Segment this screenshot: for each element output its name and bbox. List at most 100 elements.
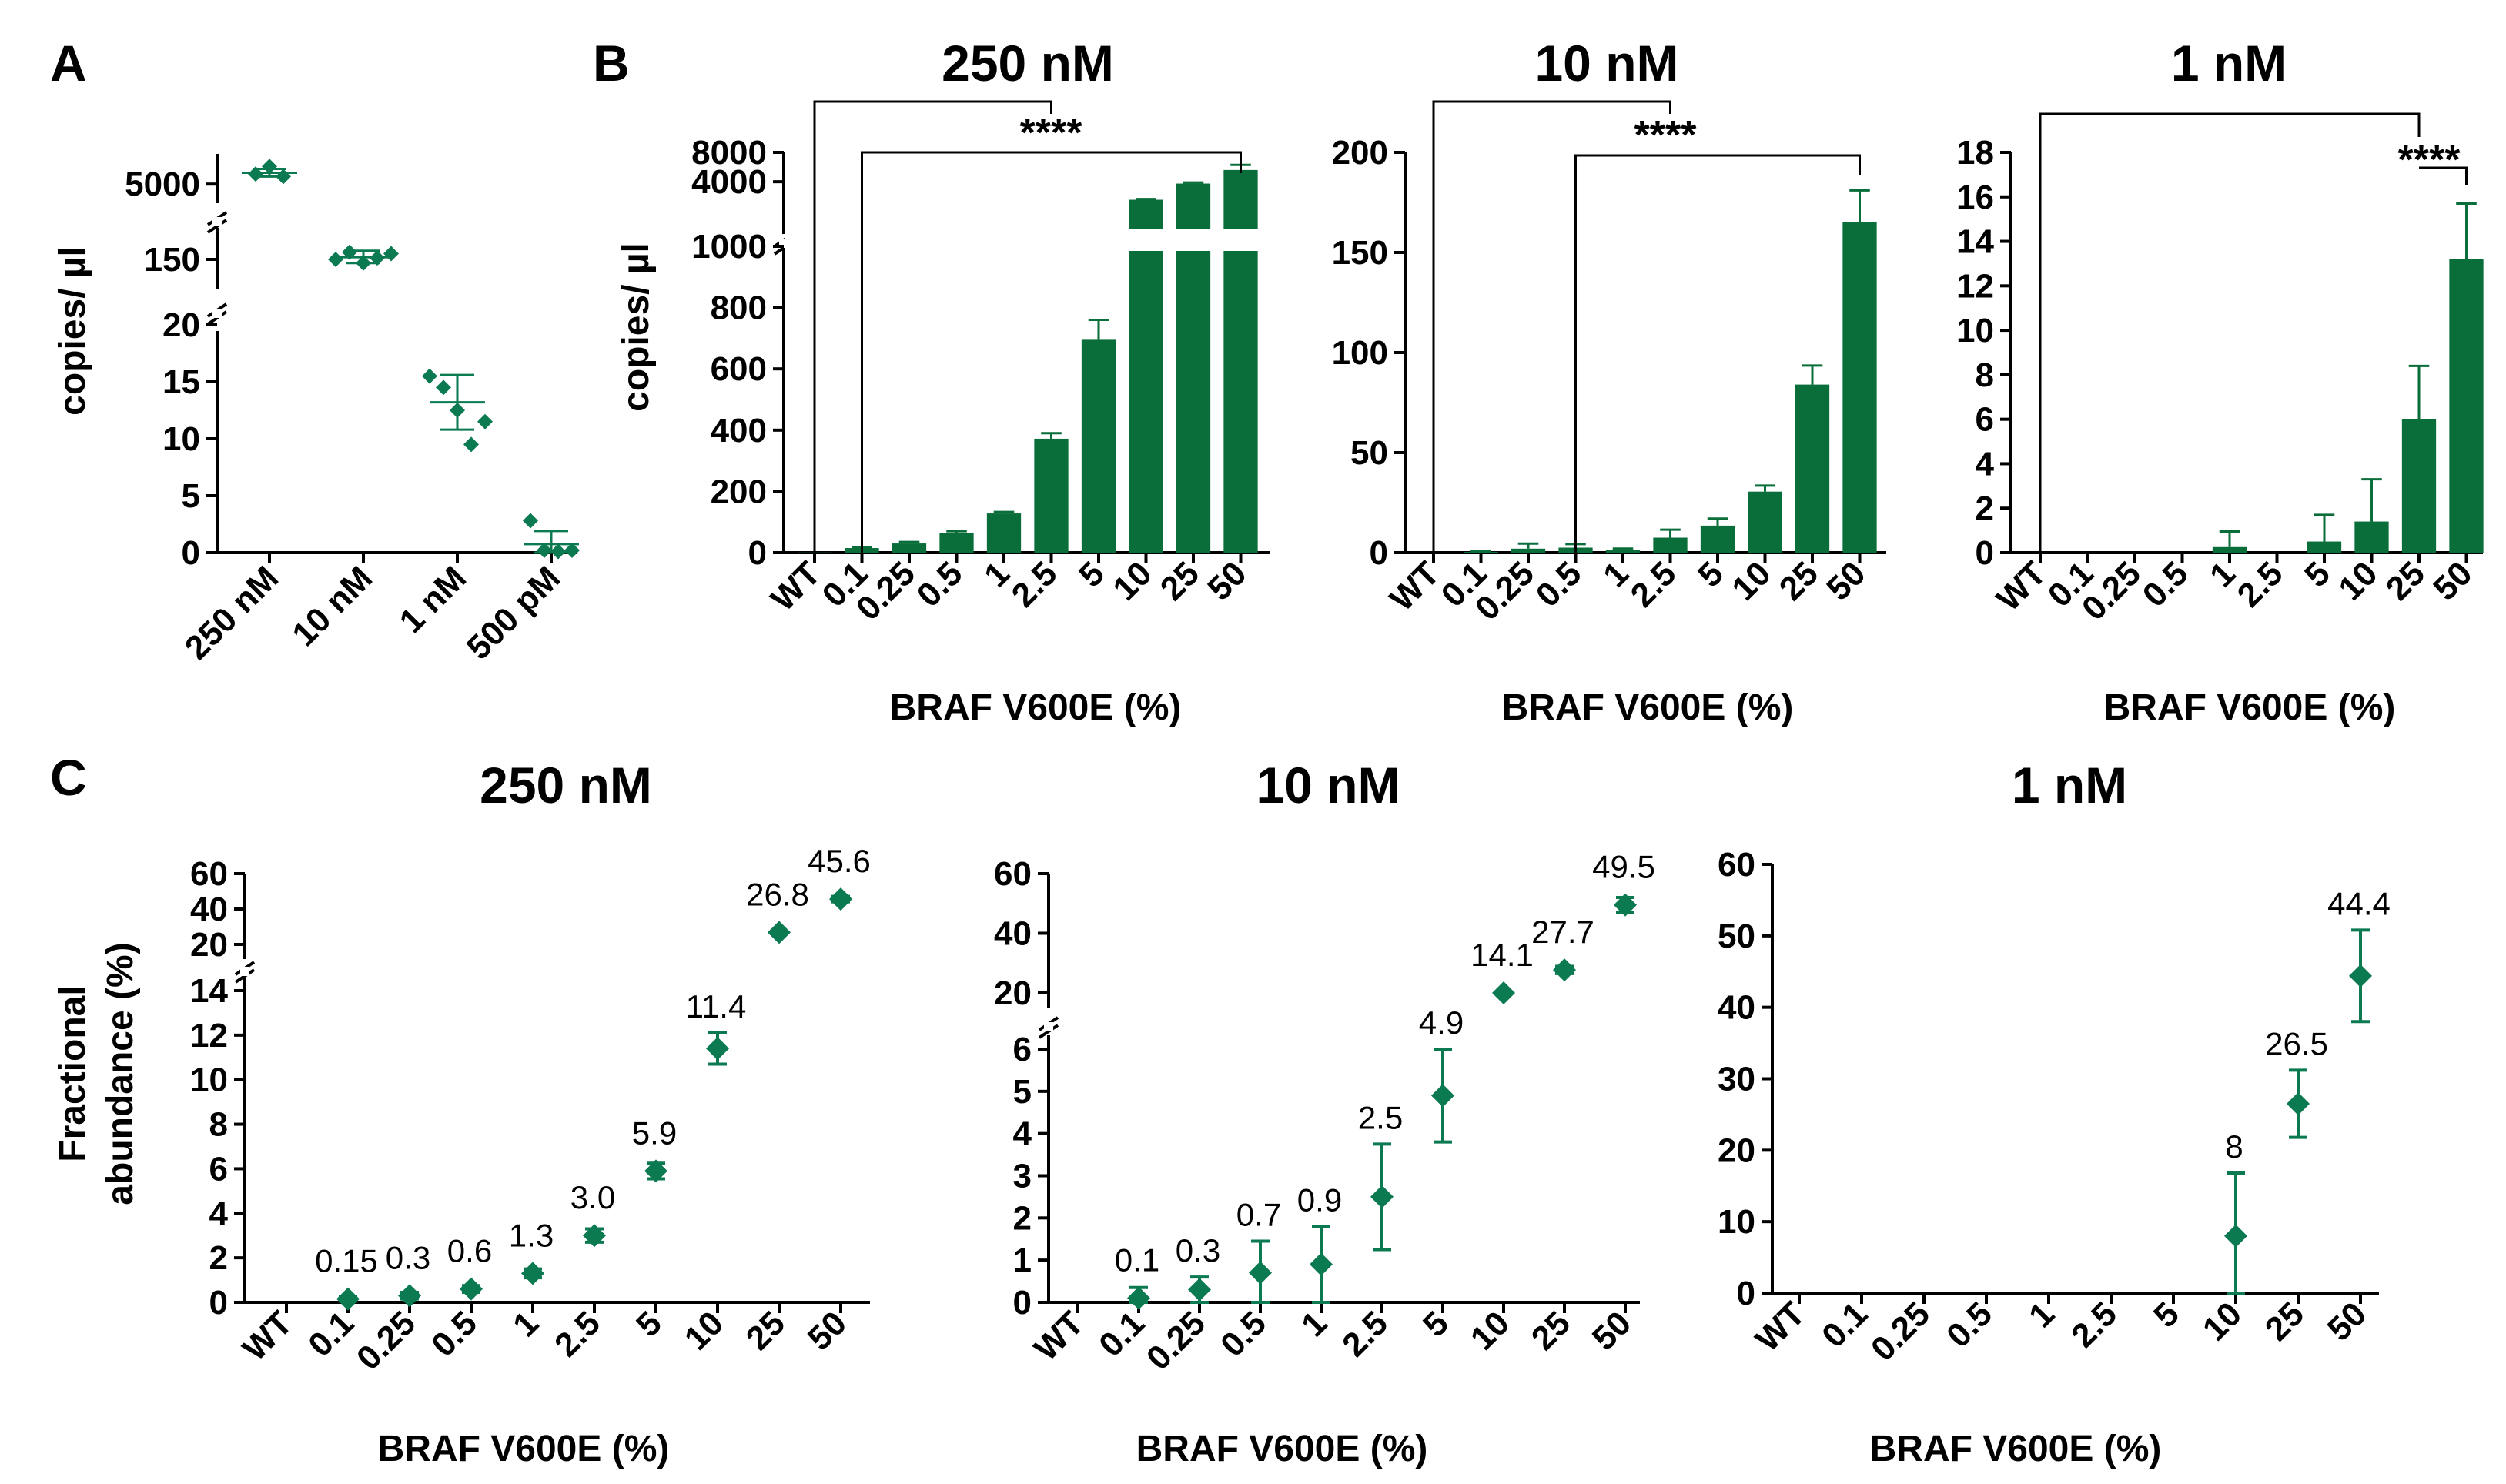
panel-b3-ytick-label-1: 2: [1976, 490, 1994, 527]
panel-c2-xtick-label-0: WT: [1027, 1304, 1091, 1368]
panel-a-point-0-0: [248, 166, 263, 182]
panel-b3-ytick-label-8: 16: [1956, 179, 1994, 216]
panel-b2-bar-5: [1653, 537, 1688, 553]
panel-c3-data-label-9: 44.4: [2327, 885, 2391, 921]
panel-a-point-2-1: [436, 379, 451, 396]
panel-c2-ytick-label-7: 20: [994, 974, 1032, 1012]
panel-a-ytick-label-4: 20: [162, 306, 200, 344]
panel-b3-ytick-label-2: 4: [1976, 445, 1995, 483]
panel-b1-xlabel: BRAF V600E (%): [890, 687, 1182, 728]
panel-b1-bar-9: [1223, 169, 1258, 553]
panel-c1-xtick-label-1: 0.1: [301, 1304, 361, 1364]
panel-c3-xtick-label-4: 1: [2022, 1295, 2062, 1335]
panel-c1-xtick-label-4: 1: [506, 1304, 546, 1344]
panel-b1-ylabel: copies/ µl: [616, 242, 657, 412]
panel-c1-point-3: [460, 1277, 483, 1301]
panel-c1-ytick-label-9: 40: [190, 891, 228, 928]
panel-b1-significance-bracket-1: [861, 151, 1242, 553]
panel-a-point-3-3: [564, 543, 580, 559]
panel-b1-bar-6: [1081, 339, 1116, 553]
panel-b3-significance-bracket-1: [2419, 166, 2468, 185]
panel-c1-point-5: [583, 1224, 606, 1248]
panel-label-b: B: [593, 35, 630, 92]
panel-b3-ytick-label-4: 8: [1976, 356, 1994, 394]
panel-a-point-0-2: [276, 169, 291, 185]
panel-b2-significance-bracket-0: [1432, 100, 1671, 553]
panel-c1-ytick-label-8: 20: [190, 926, 228, 964]
panel-c3-ytick-label-5: 50: [1718, 917, 1755, 955]
panel-c2-xtick-label-5: 2.5: [1335, 1304, 1395, 1364]
panel-a-point-2-4: [477, 413, 493, 429]
panel-b3-ytick-label-0: 0: [1976, 534, 1994, 572]
panel-c1-xtick-label-7: 10: [678, 1304, 731, 1357]
panel-b2-xtick-label-5: 2.5: [1624, 554, 1684, 614]
panel-c3-ytick-label-6: 60: [1718, 846, 1755, 884]
panel-c2-ytick-label-3: 3: [1013, 1158, 1032, 1195]
panel-b3-ytick-label-9: 18: [1956, 134, 1994, 172]
panel-c3-xtick-label-8: 25: [2258, 1295, 2311, 1348]
panel-c1-title: 250 nM: [480, 757, 652, 814]
panel-c1-point-1: [336, 1287, 360, 1311]
panel-b1-xtick-label-7: 10: [1106, 554, 1159, 607]
panel-c1-xtick-label-3: 0.5: [424, 1304, 484, 1364]
panel-c1-point-2: [398, 1284, 421, 1308]
panel-a-point-3-1: [537, 543, 552, 559]
panel-c3-ytick-label-1: 10: [1718, 1203, 1755, 1241]
panel-b1-significance-stars: ****: [1020, 111, 1083, 155]
panel-label-a: A: [50, 35, 87, 92]
panel-a-axis-break-1-gap: [212, 309, 222, 318]
panel-c2-ytick-label-9: 60: [994, 855, 1032, 893]
panel-c1-ylabel-line-2: abundance (%): [100, 942, 141, 1205]
panel-a-ytick-label-5: 150: [144, 241, 200, 279]
panel-c3-xtick-label-7: 10: [2196, 1295, 2249, 1348]
panel-c3-xlabel: BRAF V600E (%): [1870, 1429, 2162, 1469]
panel-c1-ytick-label-6: 12: [190, 1017, 228, 1055]
panel-c1-xlabel: BRAF V600E (%): [378, 1429, 670, 1469]
panel-c3-ytick-label-3: 30: [1718, 1061, 1755, 1098]
panel-c2-xtick-label-8: 25: [1524, 1304, 1578, 1357]
panel-b3-xtick-label-5: 2.5: [2230, 554, 2290, 614]
panel-c1-ylabel-line-1: Fractional: [52, 985, 93, 1161]
panel-c1-ytick-label-3: 6: [209, 1150, 228, 1188]
panel-c2-data-label-8: 27.7: [1531, 914, 1594, 950]
panel-a-xtick-label-2: 1 nM: [393, 559, 474, 640]
panel-c2-ytick-label-8: 40: [994, 915, 1032, 953]
panel-c2-ytick-label-4: 4: [1013, 1115, 1032, 1153]
panel-b2-xtick-label-6: 5: [1691, 554, 1731, 594]
panel-a-point-3-0: [523, 513, 538, 529]
panel-b1-xtick-label-6: 5: [1072, 554, 1112, 594]
panel-c1-data-label-5: 3.0: [570, 1179, 615, 1215]
panel-b2-significance-bracket-1: [1574, 154, 1861, 553]
panel-c2-ytick-label-6: 6: [1013, 1031, 1032, 1068]
panel-b1-ytick-label-3: 600: [711, 350, 767, 388]
panel-b3-ytick-label-3: 6: [1976, 401, 1994, 439]
panel-c2-xtick-label-6: 5: [1416, 1304, 1456, 1344]
panel-b1-bar-5: [1034, 438, 1069, 553]
panel-b2-ytick-label-3: 150: [1332, 234, 1388, 272]
panel-b2-xtick-label-2: 0.25: [1468, 554, 1541, 627]
panel-c3-title: 1 nM: [2012, 757, 2127, 814]
panel-c2-ytick-label-0: 0: [1013, 1284, 1032, 1322]
panel-b1-bar-2: [892, 543, 927, 553]
panel-b3-significance-bracket-0: [2039, 112, 2421, 553]
panel-a-point-2-3: [463, 436, 479, 453]
panel-b2-bar-7: [1748, 491, 1782, 553]
panel-c2-data-label-9: 49.5: [1592, 849, 1655, 885]
panel-c1-ytick-label-1: 2: [209, 1239, 228, 1277]
panel-b3-xtick-label-6: 5: [2297, 554, 2337, 594]
panel-b2-ytick-label-2: 100: [1332, 334, 1388, 372]
panel-c2-data-label-1: 0.1: [1115, 1242, 1159, 1278]
panel-b3-bar-8: [2401, 419, 2437, 553]
panel-c1-data-label-6: 5.9: [632, 1115, 677, 1151]
panel-c2-ytick-label-1: 1: [1013, 1242, 1032, 1279]
panel-b1-xtick-label-2: 0.25: [849, 554, 922, 627]
panel-b2-bar-9: [1842, 222, 1877, 553]
panel-c2-xtick-label-2: 0.25: [1139, 1304, 1213, 1377]
panel-c1-point-7: [706, 1037, 729, 1061]
panel-c1-xtick-label-6: 5: [629, 1304, 669, 1344]
panel-a-xtick-label-0: 250 nM: [178, 559, 286, 667]
panel-c1-xtick-label-9: 50: [801, 1304, 854, 1357]
panel-c1-data-label-7: 11.4: [686, 988, 747, 1024]
